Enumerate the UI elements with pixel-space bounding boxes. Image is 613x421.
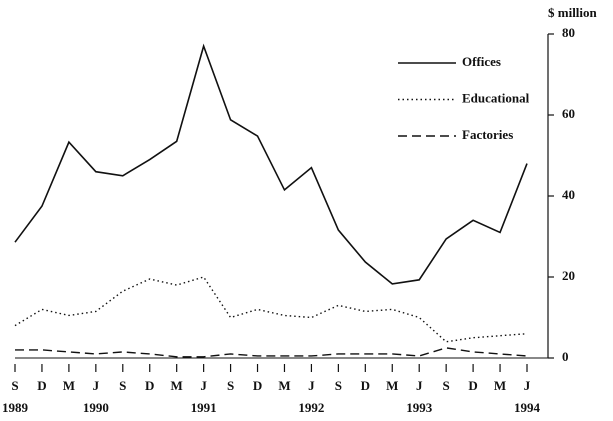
x-tick-label: M [171, 378, 183, 393]
series-line [14, 43, 528, 285]
y-axis-label: $ million [548, 5, 598, 20]
x-tick-label: D [145, 378, 154, 393]
y-tick-label: 20 [562, 268, 575, 283]
x-tick-label: J [416, 378, 423, 393]
x-tick-label: S [11, 378, 18, 393]
x-tick-label: J [308, 378, 315, 393]
x-tick-label: S [227, 378, 234, 393]
x-year-label: 1994 [514, 400, 541, 415]
y-tick-label: 0 [562, 349, 569, 364]
y-tick-label: 80 [562, 25, 575, 40]
x-year-label: 1990 [83, 400, 109, 415]
x-tick-label: M [278, 378, 290, 393]
x-tick-label: M [63, 378, 75, 393]
x-year-label: 1989 [2, 400, 29, 415]
x-tick-label: D [37, 378, 46, 393]
legend-label: Factories [462, 127, 513, 142]
x-tick-label: M [386, 378, 398, 393]
x-tick-label: J [200, 378, 207, 393]
legend-label: Educational [462, 90, 530, 105]
x-tick-label: M [494, 378, 506, 393]
x-tick-label: S [335, 378, 342, 393]
x-tick-label: J [93, 378, 100, 393]
series-line [15, 347, 528, 358]
x-tick-label: D [361, 378, 370, 393]
x-year-label: 1993 [406, 400, 433, 415]
x-tick-label: S [443, 378, 450, 393]
x-tick-label: S [119, 378, 126, 393]
x-tick-label: D [253, 378, 262, 393]
x-tick-label: D [468, 378, 477, 393]
y-tick-label: 60 [562, 106, 575, 121]
x-year-label: 1992 [298, 400, 324, 415]
x-year-label: 1991 [191, 400, 217, 415]
y-tick-label: 40 [562, 187, 575, 202]
series-line [14, 276, 528, 343]
legend-label: Offices [462, 54, 501, 69]
x-tick-label: J [524, 378, 531, 393]
